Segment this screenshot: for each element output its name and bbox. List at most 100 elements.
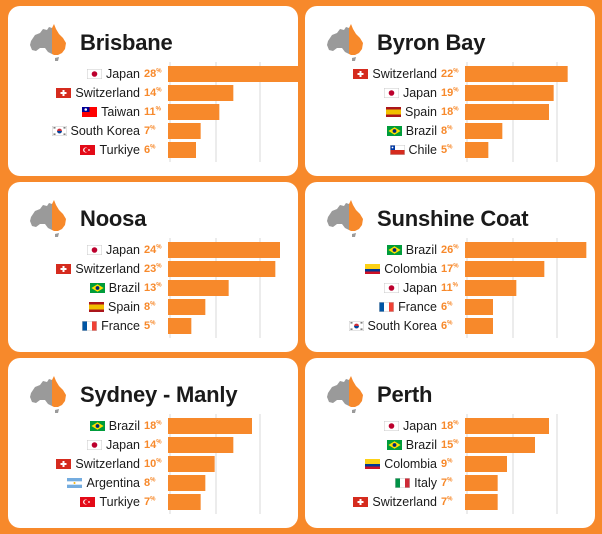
category-label: Switzerland [75, 262, 140, 276]
value-label: 5% [441, 144, 453, 156]
bar [168, 261, 276, 277]
category-label: Brazil [405, 124, 437, 138]
flag-france-icon [82, 321, 98, 331]
category-label: France [398, 300, 437, 314]
flag-japan-icon [383, 88, 399, 98]
category-label: Japan [105, 67, 140, 81]
category-row: Japan 19% [383, 85, 461, 101]
flag-taiwan-icon [82, 107, 98, 117]
value-label: 23% [144, 263, 162, 275]
bar [465, 456, 507, 472]
category-label: Japan [402, 281, 437, 295]
category-row: Colombia 9% [365, 456, 461, 472]
flag-japan-icon [86, 69, 102, 79]
value-label: 18% [144, 420, 162, 432]
chart-card-sunshine-coat: Sunshine Coat Brazil 26% Colombia 17% Japan 11… [305, 182, 595, 352]
bar [465, 261, 545, 277]
value-label: 7% [441, 496, 453, 508]
bar [465, 123, 503, 139]
bar [168, 418, 252, 434]
category-row: South Korea 6% [348, 318, 462, 334]
flag-japan-icon [86, 245, 102, 255]
flag-colombia-icon [365, 459, 381, 469]
australia-map-icon [30, 376, 66, 413]
category-row: Brazil 13% [89, 280, 164, 296]
category-label: Japan [402, 419, 437, 433]
bar [465, 299, 493, 315]
bar [168, 66, 298, 82]
flag-brazil-icon [89, 283, 105, 293]
bar [465, 475, 498, 491]
category-row: Turkiye 7% [80, 494, 164, 510]
category-row: Chile 5% [389, 142, 462, 158]
bar [465, 437, 535, 453]
category-label: Italy [414, 476, 437, 490]
bar-plot [465, 414, 558, 514]
flag-switzerland-icon [56, 264, 72, 274]
flag-italy-icon [395, 478, 411, 488]
bar [465, 494, 498, 510]
value-label: 8% [144, 477, 156, 489]
flag-switzerland-icon [353, 69, 369, 79]
category-row: Switzerland 14% [56, 85, 164, 101]
category-row: Switzerland 10% [56, 456, 164, 472]
category-label: Turkiye [99, 495, 140, 509]
category-row: Brazil 26% [386, 242, 461, 258]
value-label: 7% [441, 477, 453, 489]
value-label: 18% [441, 106, 459, 118]
value-label: 22% [441, 68, 459, 80]
bar [465, 418, 549, 434]
bar-plot [465, 238, 587, 338]
category-label: South Korea [70, 124, 141, 138]
flag-south-korea-icon [51, 126, 67, 136]
flag-switzerland-icon [56, 459, 72, 469]
value-label: 19% [441, 87, 459, 99]
category-label: Switzerland [372, 67, 437, 81]
australia-map-icon [30, 200, 66, 237]
value-label: 8% [144, 301, 156, 313]
value-label: 13% [144, 282, 162, 294]
flag-colombia-icon [365, 264, 381, 274]
flag-switzerland-icon [353, 497, 369, 507]
category-label: Switzerland [75, 457, 140, 471]
value-label: 15% [441, 439, 459, 451]
bar [465, 142, 489, 158]
category-row: Japan 28% [86, 66, 164, 82]
australia-map-icon [30, 24, 66, 61]
flag-south-korea-icon [348, 321, 364, 331]
bar-plot [168, 414, 261, 514]
category-row: France 5% [82, 318, 164, 334]
category-label: Brazil [108, 419, 140, 433]
category-row: France 6% [379, 299, 461, 315]
bar-plot [465, 62, 568, 162]
flag-spain-icon [386, 107, 402, 117]
value-label: 28% [144, 68, 162, 80]
chart-card-byron-bay: Byron Bay Switzerland 22% Japan 19% Spain 18% B… [305, 6, 595, 176]
flag-spain-icon [89, 302, 105, 312]
value-label: 18% [441, 420, 459, 432]
value-label: 24% [144, 244, 162, 256]
flag-japan-icon [383, 421, 399, 431]
chart-card-perth: Perth Japan 18% Brazil 15% Colombia 9% Italy 7% S… [305, 358, 595, 528]
value-label: 6% [441, 301, 453, 313]
category-row: Japan 11% [383, 280, 461, 296]
bar [465, 66, 568, 82]
category-label: Brazil [108, 281, 140, 295]
bar [168, 242, 280, 258]
category-label: Spain [108, 300, 140, 314]
australia-map-icon [327, 376, 363, 413]
value-label: 26% [441, 244, 459, 256]
category-row: Brazil 18% [89, 418, 164, 434]
bar [168, 123, 201, 139]
bar [465, 280, 517, 296]
chart-card-sydney-manly: Sydney - Manly Brazil 18% Japan 14% Switzerla… [8, 358, 298, 528]
category-label: Switzerland [75, 86, 140, 100]
category-label: Switzerland [372, 495, 437, 509]
bar [168, 104, 220, 120]
value-label: 17% [441, 263, 459, 275]
bar [168, 456, 215, 472]
chart-title: Noosa [80, 206, 147, 231]
bar [168, 437, 234, 453]
flag-chile-icon [389, 145, 405, 155]
flag-switzerland-icon [56, 88, 72, 98]
